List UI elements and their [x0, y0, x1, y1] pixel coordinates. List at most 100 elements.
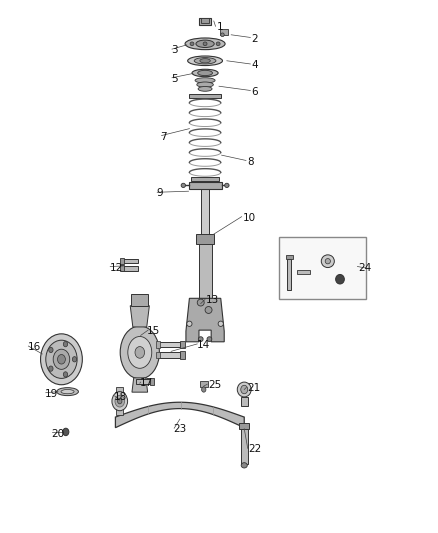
Text: 23: 23	[173, 424, 187, 434]
Bar	[240, 423, 249, 429]
Text: 2: 2	[252, 34, 258, 44]
Bar	[286, 255, 293, 259]
Bar	[287, 259, 291, 290]
Bar	[241, 427, 248, 464]
Bar	[180, 341, 185, 348]
Ellipse shape	[195, 78, 215, 83]
Text: 20: 20	[51, 429, 64, 439]
Ellipse shape	[241, 463, 247, 468]
Ellipse shape	[120, 326, 159, 379]
Bar	[121, 266, 138, 271]
Ellipse shape	[72, 357, 77, 362]
Polygon shape	[130, 306, 149, 327]
Bar	[220, 29, 228, 35]
Ellipse shape	[128, 336, 152, 368]
Bar	[241, 397, 248, 407]
Bar	[156, 352, 160, 358]
Ellipse shape	[64, 342, 67, 347]
Text: 4: 4	[252, 60, 258, 70]
Bar	[201, 189, 209, 236]
Bar	[196, 234, 214, 244]
Ellipse shape	[181, 183, 185, 188]
Text: 15: 15	[147, 326, 160, 336]
Text: 8: 8	[247, 157, 254, 166]
Ellipse shape	[190, 42, 194, 46]
Bar	[297, 270, 310, 274]
Bar	[201, 18, 209, 22]
Ellipse shape	[49, 366, 53, 372]
Bar	[180, 351, 185, 359]
Ellipse shape	[49, 348, 53, 353]
Polygon shape	[132, 378, 148, 392]
Ellipse shape	[187, 56, 223, 66]
Text: 14: 14	[196, 340, 210, 350]
Ellipse shape	[112, 392, 127, 411]
Bar	[189, 94, 221, 98]
Text: 13: 13	[206, 295, 219, 305]
Text: 18: 18	[114, 392, 127, 402]
Bar	[150, 378, 154, 385]
Ellipse shape	[336, 274, 344, 284]
Ellipse shape	[321, 255, 334, 268]
Bar	[120, 265, 124, 271]
Text: 17: 17	[140, 378, 153, 388]
Ellipse shape	[185, 38, 225, 50]
Polygon shape	[116, 402, 244, 427]
Ellipse shape	[205, 306, 212, 313]
Ellipse shape	[194, 58, 216, 64]
Ellipse shape	[225, 183, 229, 188]
Ellipse shape	[200, 59, 210, 63]
Ellipse shape	[187, 321, 192, 326]
Bar	[199, 18, 211, 25]
Ellipse shape	[57, 387, 78, 395]
Ellipse shape	[207, 337, 212, 342]
Bar	[131, 294, 148, 306]
Text: 6: 6	[252, 86, 258, 96]
Text: 22: 22	[249, 445, 262, 455]
Text: 19: 19	[45, 389, 58, 399]
Bar	[159, 342, 180, 347]
Bar	[200, 381, 208, 387]
Ellipse shape	[325, 259, 330, 264]
Text: 9: 9	[156, 188, 162, 198]
Ellipse shape	[198, 337, 203, 342]
Bar	[120, 258, 124, 264]
Ellipse shape	[64, 372, 67, 377]
Ellipse shape	[197, 82, 213, 87]
Ellipse shape	[201, 387, 206, 392]
Ellipse shape	[196, 40, 214, 47]
Ellipse shape	[216, 42, 220, 46]
Ellipse shape	[41, 334, 82, 385]
Ellipse shape	[117, 399, 122, 404]
Bar	[188, 182, 222, 189]
Bar	[121, 259, 138, 263]
Bar	[116, 387, 123, 415]
Ellipse shape	[198, 70, 212, 76]
Text: 24: 24	[358, 263, 371, 272]
Bar	[191, 177, 219, 181]
Text: 21: 21	[247, 383, 261, 393]
Ellipse shape	[115, 395, 124, 407]
Ellipse shape	[218, 321, 223, 326]
Bar	[279, 237, 366, 300]
Ellipse shape	[63, 428, 69, 435]
Text: 3: 3	[171, 45, 178, 55]
Ellipse shape	[197, 299, 204, 306]
Ellipse shape	[192, 69, 218, 77]
Ellipse shape	[241, 385, 248, 394]
Text: 25: 25	[208, 380, 221, 390]
Text: 12: 12	[110, 263, 123, 272]
Ellipse shape	[135, 346, 145, 358]
Ellipse shape	[61, 390, 74, 394]
Text: 5: 5	[171, 74, 178, 84]
Ellipse shape	[46, 340, 77, 378]
Ellipse shape	[198, 86, 212, 91]
Text: 16: 16	[28, 342, 41, 352]
Text: 1: 1	[217, 22, 223, 32]
Bar	[159, 352, 180, 358]
Polygon shape	[186, 298, 224, 342]
Text: 7: 7	[160, 132, 167, 142]
Ellipse shape	[53, 349, 70, 369]
Ellipse shape	[237, 382, 251, 397]
Ellipse shape	[221, 33, 224, 37]
